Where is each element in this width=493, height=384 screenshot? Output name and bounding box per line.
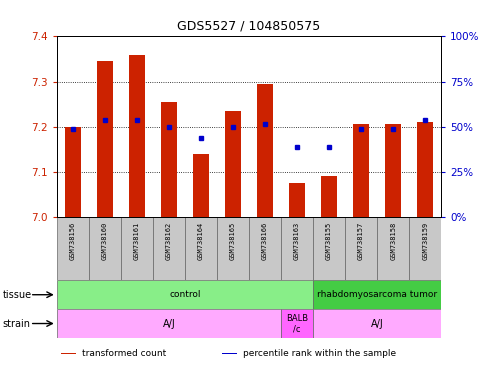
Bar <box>57 280 313 309</box>
Bar <box>57 217 89 280</box>
Bar <box>89 217 121 280</box>
Bar <box>57 309 281 338</box>
Bar <box>217 217 249 280</box>
Text: GSM738163: GSM738163 <box>294 222 300 260</box>
Text: GSM738166: GSM738166 <box>262 222 268 260</box>
Text: A/J: A/J <box>371 318 384 329</box>
Text: GSM738162: GSM738162 <box>166 222 172 260</box>
Bar <box>417 122 433 217</box>
Bar <box>313 309 441 338</box>
Text: rhabdomyosarcoma tumor: rhabdomyosarcoma tumor <box>317 290 437 299</box>
Bar <box>121 217 153 280</box>
Bar <box>409 217 441 280</box>
Text: A/J: A/J <box>163 318 175 329</box>
Bar <box>225 111 241 217</box>
Bar <box>185 217 217 280</box>
Text: GSM738157: GSM738157 <box>358 222 364 260</box>
Text: BALB
/c: BALB /c <box>286 314 308 333</box>
Text: GSM738164: GSM738164 <box>198 222 204 260</box>
Text: GSM738155: GSM738155 <box>326 222 332 260</box>
Text: strain: strain <box>2 318 31 329</box>
Text: GSM738160: GSM738160 <box>102 222 108 260</box>
Bar <box>65 127 81 217</box>
Bar <box>345 217 377 280</box>
Bar <box>222 353 238 354</box>
Bar <box>249 217 281 280</box>
Bar <box>289 183 305 217</box>
Bar <box>321 176 337 217</box>
Bar <box>153 217 185 280</box>
Text: control: control <box>169 290 201 299</box>
Text: GSM738161: GSM738161 <box>134 222 140 260</box>
Bar <box>129 55 145 217</box>
Bar <box>313 280 441 309</box>
Bar <box>313 217 345 280</box>
Bar <box>385 124 401 217</box>
Bar <box>353 124 369 217</box>
Bar <box>257 84 273 217</box>
Bar <box>161 102 177 217</box>
Bar <box>377 217 409 280</box>
Text: tissue: tissue <box>2 290 32 300</box>
Text: GSM738165: GSM738165 <box>230 222 236 260</box>
Bar <box>281 309 313 338</box>
Bar <box>193 154 209 217</box>
Text: GSM738158: GSM738158 <box>390 222 396 260</box>
Bar <box>61 353 76 354</box>
Text: percentile rank within the sample: percentile rank within the sample <box>243 349 396 358</box>
Text: GSM738159: GSM738159 <box>422 222 428 260</box>
Text: transformed count: transformed count <box>82 349 166 358</box>
Bar <box>97 61 113 217</box>
Text: GSM738156: GSM738156 <box>70 222 76 260</box>
Bar <box>281 217 313 280</box>
Text: GDS5527 / 104850575: GDS5527 / 104850575 <box>177 20 320 33</box>
